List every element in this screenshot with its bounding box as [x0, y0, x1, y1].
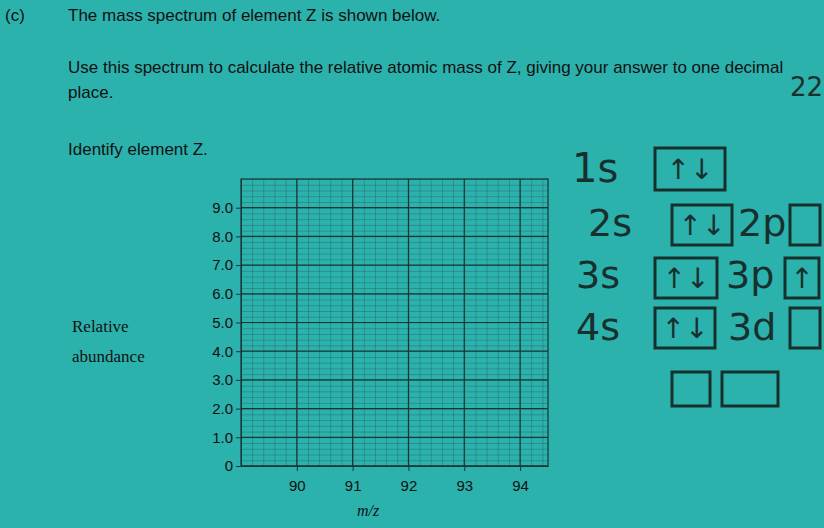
x-tick-mark	[520, 466, 521, 471]
grid-line	[241, 322, 548, 323]
x-tick-mark	[353, 466, 354, 471]
y-tick-label: 8.0	[212, 228, 233, 245]
y-axis: 0 1.0 2.0 3.0 4.0 5.0 6.0 7.0 8.0 9.0	[212, 180, 241, 475]
orbital-box	[655, 308, 715, 348]
minor-grid	[241, 179, 548, 466]
handwritten-note: 1s	[572, 145, 618, 191]
grid-line	[241, 293, 548, 294]
x-axis-line	[242, 466, 549, 467]
x-axis-title: m/z	[357, 502, 380, 519]
grid-line	[241, 207, 548, 208]
x-tick-label: 92	[401, 477, 418, 494]
orbital-box	[672, 372, 710, 406]
orbital-box	[655, 258, 717, 298]
y-tick-label: 6.0	[212, 285, 233, 302]
grid-line	[241, 379, 548, 380]
y-axis-line	[241, 180, 242, 467]
orbital-box	[785, 258, 819, 298]
y-tick: 7.0	[212, 256, 241, 273]
y-tick-mark	[236, 236, 241, 237]
grid-line	[241, 351, 548, 352]
handwritten-note: 4s	[576, 305, 620, 349]
orbital-box	[790, 205, 820, 245]
x-tick: 94	[512, 466, 529, 494]
y-tick: 9.0	[212, 199, 241, 216]
handwritten-arrows: ↑	[790, 262, 813, 295]
y-tick-mark	[236, 380, 241, 381]
y-tick: 1.0	[212, 429, 241, 446]
y-tick-label: 5.0	[212, 314, 233, 331]
y-tick: 4.0	[212, 343, 241, 360]
handwritten-note: 2s	[588, 201, 632, 245]
handwritten-note: 3d	[728, 305, 776, 349]
y-tick-mark	[236, 437, 241, 438]
grid-line	[241, 437, 548, 438]
y-tick: 8.0	[212, 228, 241, 245]
y-tick: 0	[225, 457, 241, 474]
handwritten-note: 3p	[726, 253, 774, 297]
y-tick-mark	[236, 466, 241, 467]
question-text: (c)	[5, 3, 55, 28]
y-tick-mark	[236, 265, 241, 266]
x-axis: 90 91 92 93 94	[242, 466, 549, 494]
y-tick-mark	[236, 294, 241, 295]
y-tick-label: 1.0	[212, 429, 233, 446]
y-tick-label: 9.0	[212, 199, 233, 216]
x-tick-label: 90	[289, 477, 306, 494]
y-tick: 5.0	[212, 314, 241, 331]
question-text: Use this spectrum to calculate the relat…	[68, 55, 798, 105]
x-tick-label: 91	[345, 477, 362, 494]
y-axis-title: Relativeabundance	[72, 317, 145, 366]
x-tick-mark	[464, 466, 465, 471]
orbital-box	[790, 308, 820, 348]
y-tick: 2.0	[212, 400, 241, 417]
grid-line	[241, 265, 548, 266]
handwritten-note: 3s	[576, 253, 620, 297]
handwritten-note: 22	[790, 72, 823, 102]
x-tick: 93	[456, 466, 473, 494]
handwriting: 221s↑↓2s↑↓2p3s↑↓3p↑4s↑↓3d	[572, 72, 823, 406]
x-tick-mark	[297, 466, 298, 471]
question-text: Identify element Z.	[68, 137, 468, 162]
handwritten-arrows: ↑↓	[663, 262, 710, 295]
handwritten-arrows: ↑↓	[667, 153, 714, 186]
x-tick: 90	[289, 466, 306, 494]
orbital-box	[672, 205, 732, 245]
grid-line	[241, 408, 548, 409]
orbital-box	[655, 148, 725, 190]
y-tick-label: 4.0	[212, 343, 233, 360]
plot-frame	[241, 179, 548, 466]
y-tick-mark	[236, 208, 241, 209]
grid-line	[241, 236, 548, 237]
orbital-box	[722, 372, 778, 406]
y-tick: 6.0	[212, 285, 241, 302]
y-tick: 3.0	[212, 371, 241, 388]
x-tick: 91	[345, 466, 362, 494]
x-tick-label: 94	[512, 477, 529, 494]
grid	[241, 179, 548, 466]
handwritten-note: 2p	[738, 201, 786, 245]
question-text: The mass spectrum of element Z is shown …	[68, 3, 808, 28]
y-tick-mark	[236, 351, 241, 352]
y-tick-label: 7.0	[212, 256, 233, 273]
x-tick-mark	[408, 466, 409, 471]
y-tick-mark	[236, 409, 241, 410]
handwritten-arrows: ↑↓	[679, 209, 726, 242]
chart: 90 91 92 93 94 0 1.0 2.0 3.0 4.0 5.0 6.0 7.0 8.0 9.0 m/…	[0, 0, 824, 528]
handwritten-arrows: ↑↓	[662, 312, 709, 345]
x-tick-label: 93	[456, 477, 473, 494]
y-tick-label: 3.0	[212, 371, 233, 388]
y-tick-mark	[236, 323, 241, 324]
y-tick-label: 0	[225, 457, 233, 474]
y-tick-label: 2.0	[212, 400, 233, 417]
x-tick: 92	[401, 466, 418, 494]
